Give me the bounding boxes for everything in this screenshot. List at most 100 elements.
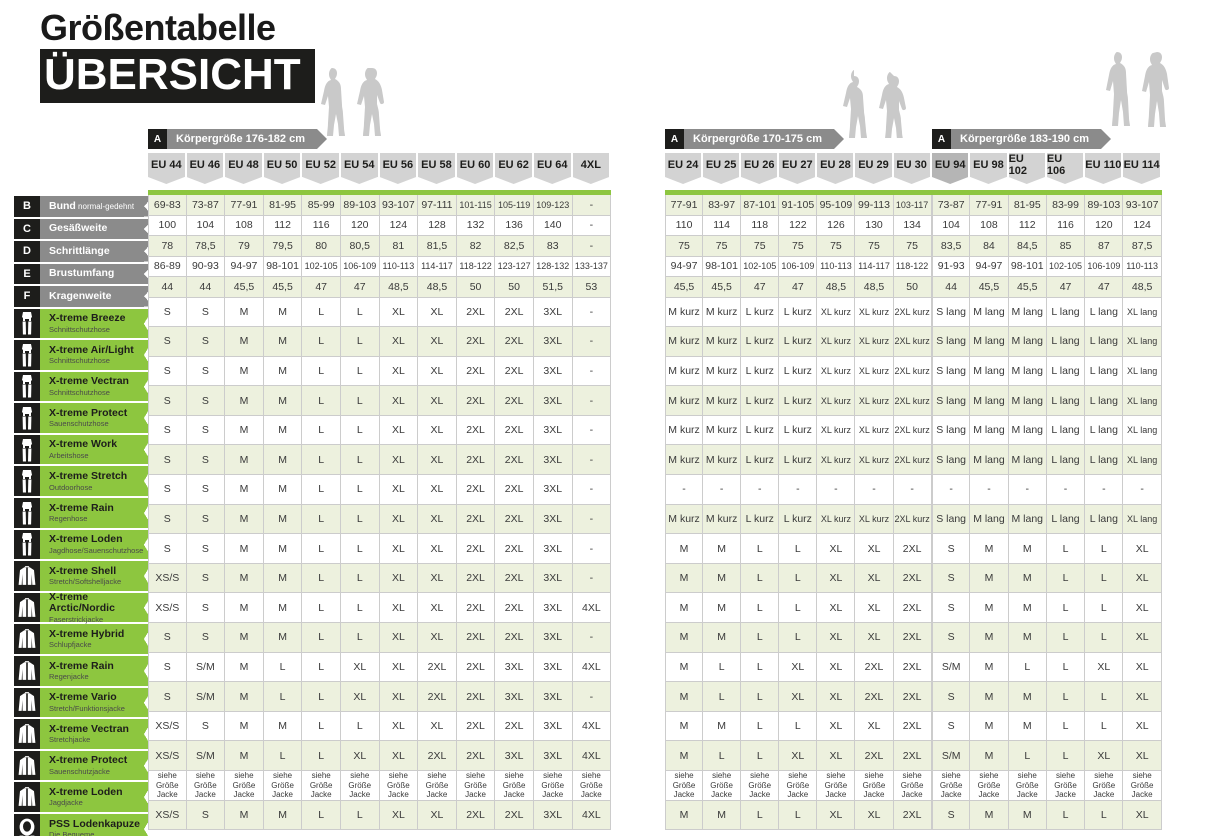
table-row: S/M M L L XL XL — [932, 741, 1162, 771]
size-header-cell[interactable]: EU 46 — [186, 153, 224, 177]
table-cell: 2XL — [495, 534, 534, 564]
table-cell: 2XL — [456, 534, 496, 564]
size-header-cell[interactable]: EU 30 — [893, 153, 930, 177]
table-cell: XS/S — [148, 741, 187, 771]
table-cell: siehe Größe Jacke — [495, 771, 534, 801]
table-cell: L — [741, 534, 780, 564]
table-cell: M — [970, 682, 1009, 712]
table-cell: XL — [1123, 563, 1162, 594]
size-header-cell[interactable]: EU 106 — [1046, 153, 1084, 177]
size-header-cell[interactable]: EU 29 — [855, 153, 892, 177]
table-cell: S — [932, 563, 971, 594]
table-cell: M — [665, 623, 704, 653]
table-cell: XL kurz — [817, 356, 856, 387]
size-header-cell[interactable]: EU 26 — [741, 153, 778, 177]
table-cell: 2XL — [495, 563, 534, 594]
table-cell: XL — [855, 623, 894, 653]
size-header-cell[interactable]: EU 27 — [779, 153, 816, 177]
table-row: S M M L L XL — [932, 563, 1162, 594]
product-row-label: X-treme Breeze Schnittschutzhose — [14, 308, 153, 339]
table-cell: XL — [418, 534, 457, 564]
table-cell: L — [779, 711, 818, 742]
table-cell: L kurz — [779, 297, 818, 328]
table-cell: S — [186, 711, 226, 742]
table-row: M kurz M kurz L kurz L kurz XL kurz XL kurz 2X… — [665, 327, 932, 357]
table-cell: XL lang — [1123, 356, 1162, 387]
table-row: 78 78,5 79 79,5 80 80,5 81 81,5 82 82,5 83- — [148, 236, 612, 257]
table-cell: M — [703, 711, 742, 742]
size-header-cell[interactable]: EU 28 — [817, 153, 854, 177]
table-cell: S lang — [932, 327, 971, 357]
table-cell: - — [1008, 475, 1047, 505]
table-cell: siehe Größe Jacke — [893, 771, 932, 801]
row-label-subtitle: Outdoorhose — [49, 482, 93, 492]
product-row-label: X-treme Protect Sauenschutzjacke — [14, 750, 153, 781]
table-cell: M — [225, 445, 264, 476]
table-cell: 2XL — [456, 593, 496, 624]
table-cell: 93-107 — [379, 195, 419, 216]
product-row-label: X-treme Arctic/Nordic Faserstrickjacke — [14, 591, 153, 624]
table-cell: L kurz — [741, 445, 780, 476]
size-header-cell[interactable]: EU 62 — [495, 153, 532, 177]
table-cell: 44 — [932, 277, 971, 298]
table-cell: 109-123 — [533, 195, 573, 216]
table-cell: L — [703, 652, 742, 683]
size-header-cell[interactable]: EU 52 — [302, 153, 339, 177]
table-cell: 2XL — [495, 504, 534, 535]
table-row: ------ — [932, 475, 1162, 505]
row-label-name-text: X-treme Hybrid — [49, 627, 125, 640]
size-header-cell[interactable]: EU 58 — [418, 153, 455, 177]
row-label-name: PSS Lodenkapuze — [49, 818, 144, 831]
row-label-name: X-treme Loden — [49, 533, 144, 546]
table-row: S S M M L L XL XL 2XL 2XL 3XL - — [148, 297, 612, 328]
grid-top-accent-bar — [148, 190, 612, 195]
table-cell: - — [572, 386, 612, 416]
table-cell: L — [302, 623, 341, 653]
table-cell: 3XL — [533, 623, 573, 653]
table-cell: M — [970, 652, 1009, 683]
size-header-cell[interactable]: EU 25 — [703, 153, 740, 177]
table-row: 94-97 98-101 102-105 106-109 110-113 114-117 1… — [665, 256, 932, 277]
table-cell: M — [263, 415, 303, 446]
size-header-cell[interactable]: EU 56 — [379, 153, 417, 177]
table-cell: M kurz — [703, 356, 742, 387]
size-header-cell[interactable]: EU 48 — [225, 153, 262, 177]
row-label-text: X-treme Protect Sauenschutzjacke — [40, 750, 153, 781]
table-cell: XL lang — [1123, 386, 1162, 416]
size-header-cell[interactable]: 4XL — [572, 153, 610, 177]
table-cell: S — [186, 415, 226, 446]
size-header-cell[interactable]: EU 24 — [665, 153, 702, 177]
measurement-row-label: D Schrittlänge — [14, 241, 153, 262]
table-cell: 3XL — [533, 800, 573, 831]
table-cell: 83 — [533, 236, 573, 257]
table-cell: M — [1008, 711, 1047, 742]
size-header-cell[interactable]: EU 54 — [340, 153, 378, 177]
group-label-a: Körpergröße 176-182 cm — [167, 129, 327, 149]
table-cell: siehe Größe Jacke — [302, 771, 341, 801]
size-header-cell[interactable]: EU 102 — [1008, 153, 1045, 177]
table-cell: XS/S — [148, 593, 187, 624]
table-cell: 80 — [302, 236, 341, 257]
size-header-cell[interactable]: EU 98 — [970, 153, 1007, 177]
size-header-cell[interactable]: EU 110 — [1085, 153, 1122, 177]
table-cell: L — [340, 711, 380, 742]
table-cell: XL — [379, 652, 419, 683]
table-cell: S — [148, 652, 187, 683]
size-header-cell[interactable]: EU 114 — [1123, 153, 1160, 177]
table-row: siehe Größe Jacke siehe Größe Jacke siehe Größe… — [932, 771, 1162, 801]
size-header-cell[interactable]: EU 94 — [932, 153, 969, 177]
size-header-cell[interactable]: EU 44 — [148, 153, 185, 177]
table-cell: 2XL — [456, 327, 496, 357]
table-cell: S — [148, 682, 187, 712]
table-cell: M — [225, 297, 264, 328]
table-cell: 47 — [779, 277, 818, 298]
size-header-cell[interactable]: EU 50 — [263, 153, 301, 177]
size-header-cell[interactable]: EU 64 — [533, 153, 571, 177]
table-cell: L — [302, 741, 341, 771]
table-cell: - — [572, 297, 612, 328]
size-header-cell[interactable]: EU 60 — [456, 153, 494, 177]
table-row: S S M M L L XL XL 2XL 2XL 3XL - — [148, 386, 612, 416]
table-cell: L — [340, 415, 380, 446]
table-cell: XL — [1123, 593, 1162, 624]
table-cell: XL — [379, 475, 419, 505]
